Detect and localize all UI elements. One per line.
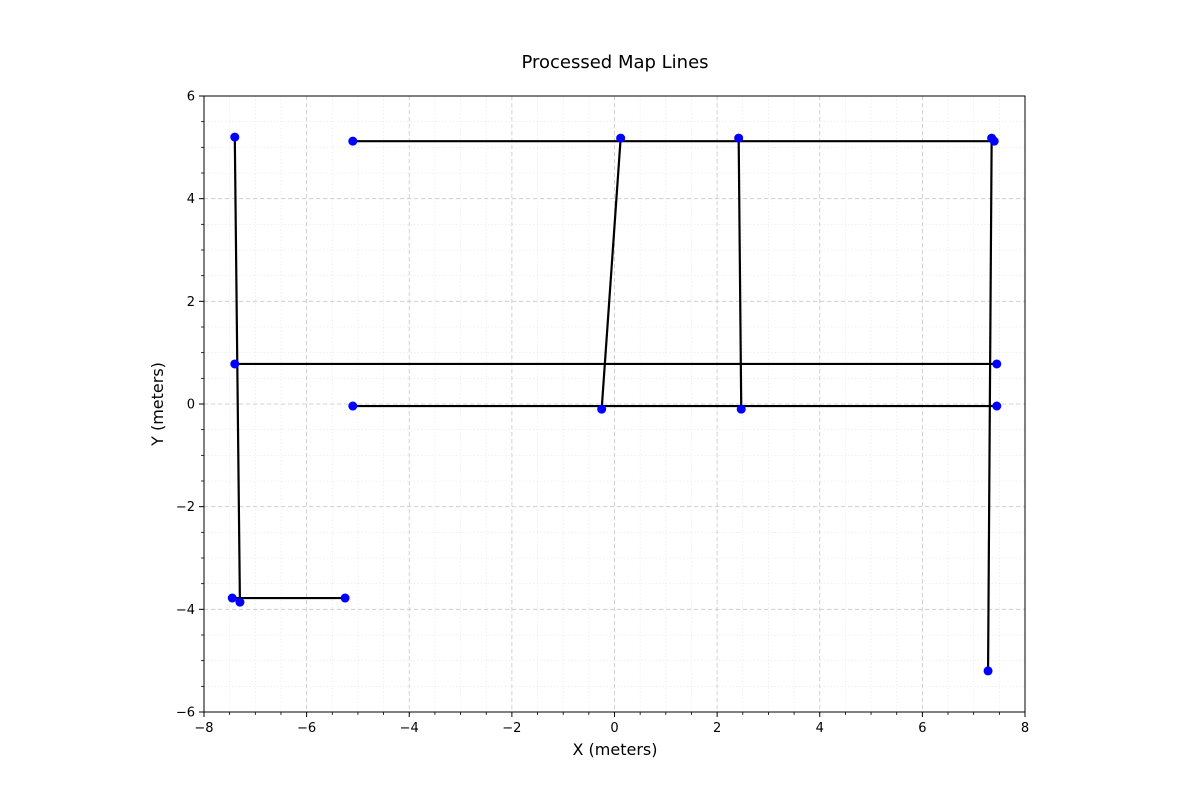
- x-tick-label: 4: [816, 721, 824, 736]
- endpoint-end-4: [235, 597, 245, 607]
- map-line-8: [986, 138, 993, 671]
- map-line-7: [737, 138, 743, 410]
- y-tick-label: −2: [176, 500, 195, 515]
- endpoint-start-7: [734, 133, 744, 143]
- y-tick-label: 4: [187, 192, 195, 207]
- endpoint-end-2: [992, 359, 1002, 369]
- endpoint-end-8: [983, 666, 993, 676]
- endpoint-start-3: [348, 401, 358, 411]
- x-tick-label: −8: [194, 721, 213, 736]
- endpoint-end-5: [340, 593, 350, 603]
- endpoint-start-2: [230, 359, 240, 369]
- x-tick-label: 2: [713, 721, 721, 736]
- map-line-6: [600, 138, 622, 410]
- x-tick-label: 0: [610, 721, 618, 736]
- y-tick-label: 2: [187, 295, 195, 310]
- endpoint-end-6: [597, 404, 607, 414]
- endpoint-end-7: [736, 404, 746, 414]
- x-tick-label: −6: [297, 721, 316, 736]
- x-tick-label: −2: [502, 721, 521, 736]
- x-tick-label: 8: [1021, 721, 1029, 736]
- y-axis-label: Y (meters): [148, 362, 167, 447]
- endpoint-start-4: [230, 132, 240, 142]
- y-tick-label: 0: [187, 398, 195, 413]
- y-tick-label: 6: [187, 90, 195, 105]
- y-axis: −6 −4 −2 0 2 4 6: [176, 90, 204, 721]
- x-tick-label: 6: [918, 721, 926, 736]
- chart-title: Processed Map Lines: [521, 52, 708, 73]
- endpoint-end-3: [992, 401, 1002, 411]
- x-axis-label: X (meters): [573, 740, 658, 759]
- x-axis: −8 −6 −4 −2 0 2 4 6 8: [194, 712, 1029, 736]
- line-segments: [232, 137, 997, 671]
- endpoint-start-6: [616, 133, 626, 143]
- endpoint-start-8: [987, 133, 997, 143]
- endpoint-start-5: [227, 593, 237, 603]
- endpoint-markers: [227, 132, 1002, 676]
- endpoint-start-1: [348, 136, 358, 146]
- y-tick-label: −6: [176, 706, 195, 721]
- x-tick-label: −4: [400, 721, 419, 736]
- y-tick-label: −4: [176, 603, 195, 618]
- map-line-4: [233, 137, 242, 603]
